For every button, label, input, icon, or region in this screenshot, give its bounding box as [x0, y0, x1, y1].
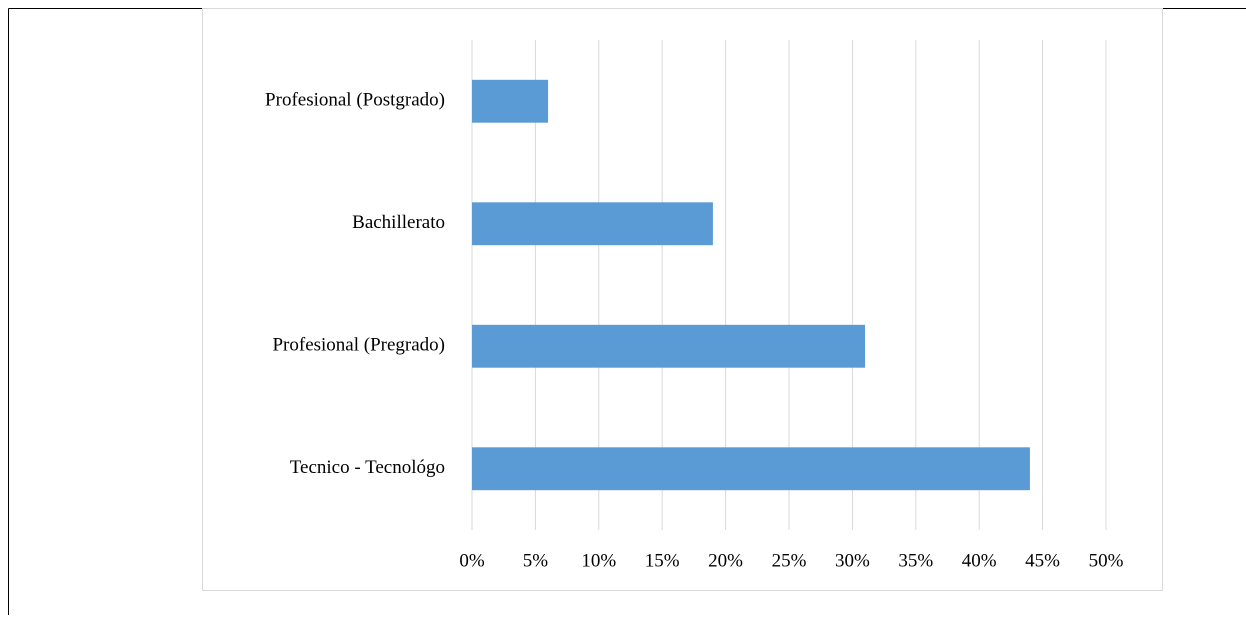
bar — [472, 324, 866, 368]
x-tick-label: 50% — [1089, 550, 1124, 571]
y-tick-label: Profesional (Postgrado) — [265, 90, 445, 111]
y-tick-label: Profesional (Pregrado) — [272, 335, 445, 356]
x-tick-label: 25% — [772, 550, 807, 571]
bar — [472, 202, 713, 246]
x-tick-label: 10% — [581, 550, 616, 571]
x-tick-label: 15% — [645, 550, 680, 571]
bar — [472, 447, 1030, 491]
x-tick-label: 30% — [835, 550, 870, 571]
x-tick-label: 0% — [459, 550, 485, 571]
chart-area — [202, 8, 1163, 591]
y-tick-label: Bachillerato — [352, 212, 445, 233]
x-tick-label: 35% — [898, 550, 933, 571]
x-tick-label: 45% — [1025, 550, 1060, 571]
bar — [472, 79, 549, 123]
y-tick-label: Tecnico - Tecnológo — [290, 457, 445, 478]
x-tick-label: 40% — [962, 550, 997, 571]
x-tick-label: 20% — [708, 550, 743, 571]
x-tick-label: 5% — [523, 550, 549, 571]
